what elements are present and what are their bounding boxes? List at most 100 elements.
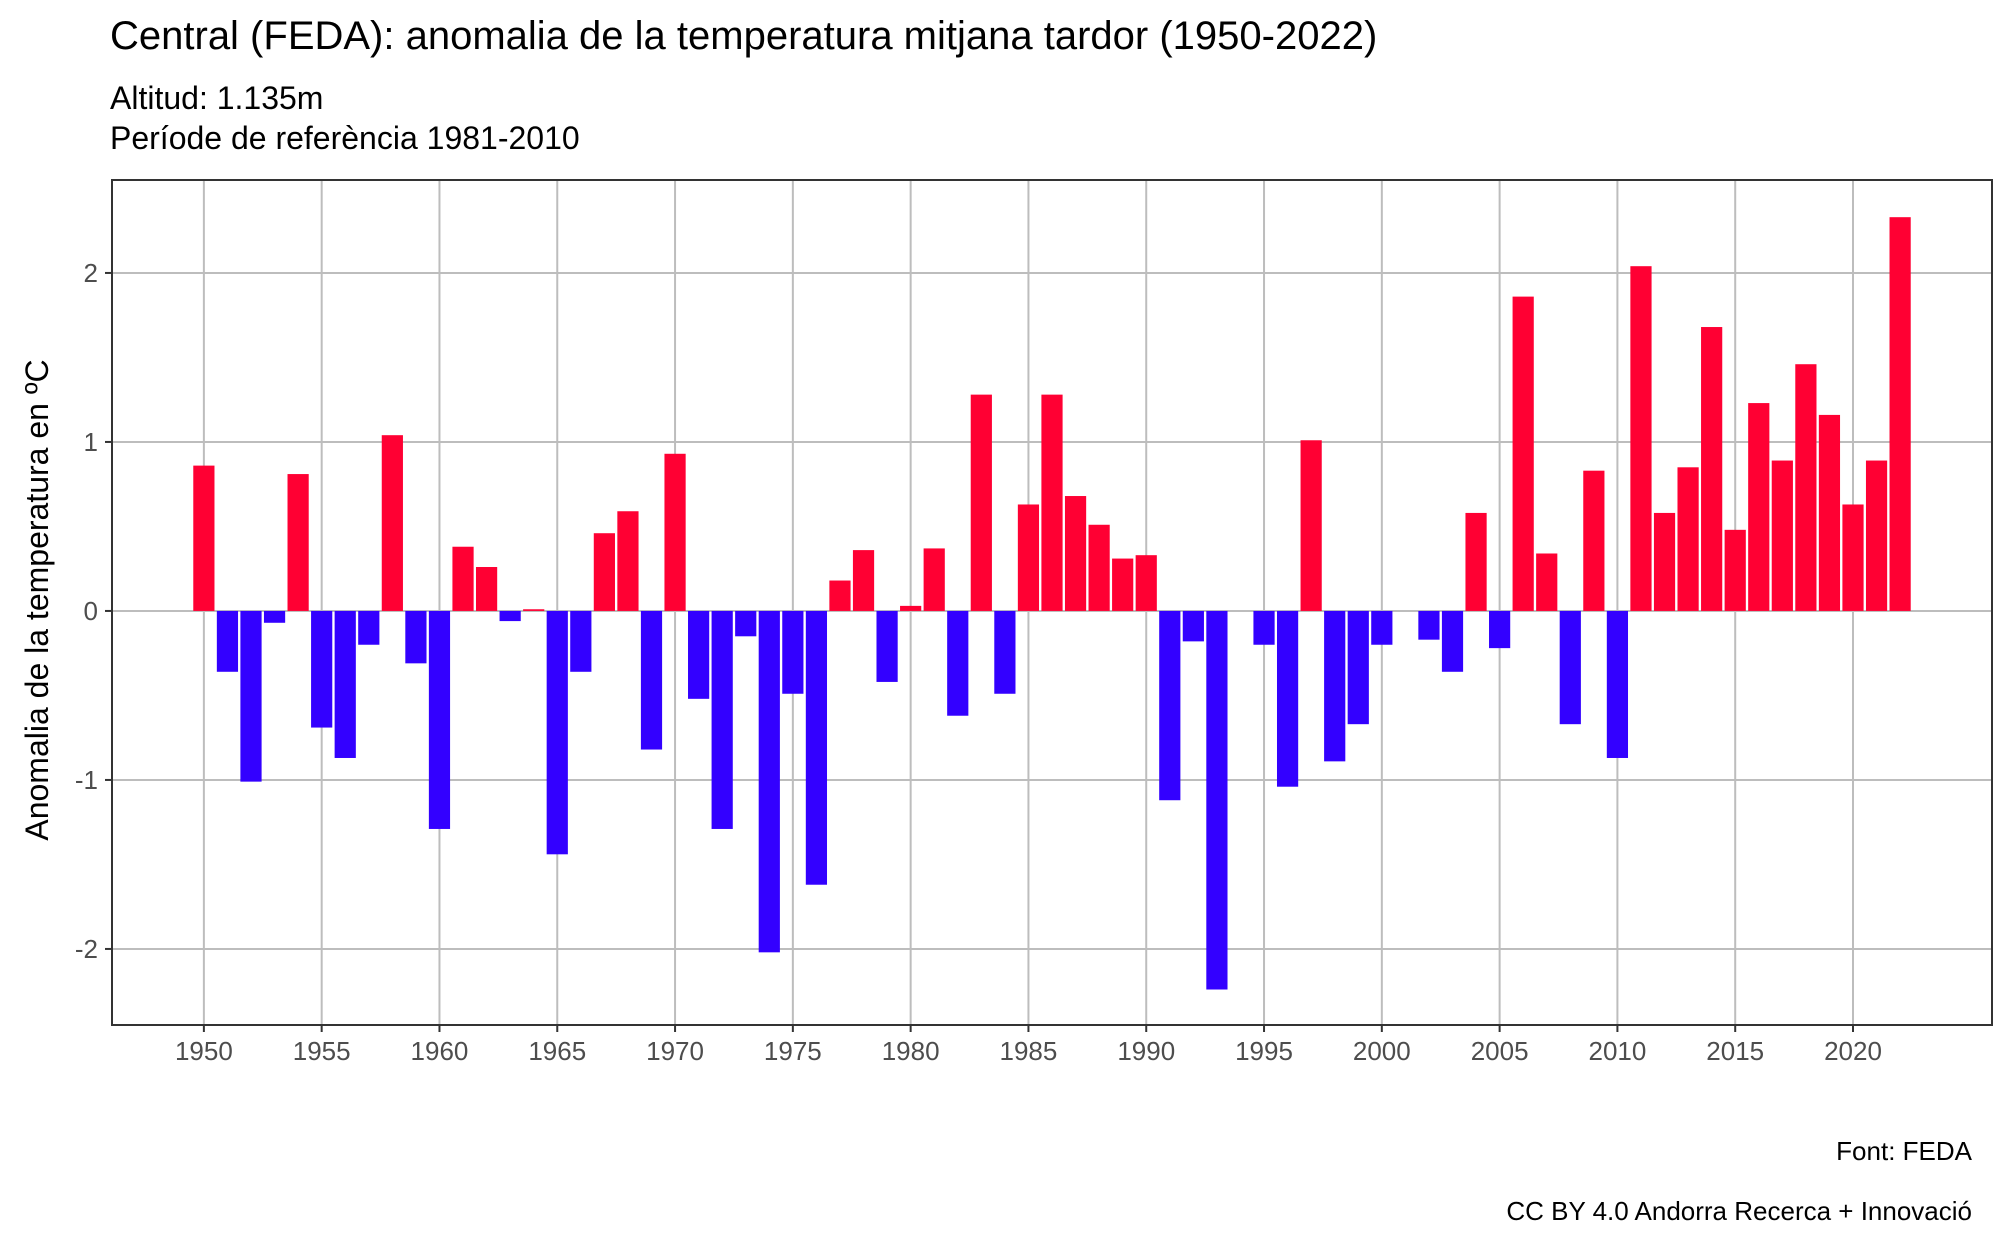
bar-1980	[900, 605, 922, 611]
bar-2009	[1583, 470, 1605, 611]
bar-2021	[1865, 460, 1888, 611]
bar-1983	[970, 394, 992, 611]
bar-1965	[546, 610, 568, 855]
bar-1960	[428, 610, 451, 829]
bar-1997	[1300, 440, 1322, 611]
x-tick-label: 2005	[1471, 1036, 1529, 1066]
bar-1951	[216, 610, 239, 672]
bar-1963	[499, 610, 521, 622]
bar-1957	[358, 610, 380, 645]
bar-1986	[1041, 394, 1063, 611]
chart-title: Central (FEDA): anomalia de la temperatu…	[110, 14, 1378, 58]
bar-1959	[405, 610, 427, 664]
bar-1964	[523, 609, 545, 611]
x-tick-label: 2015	[1706, 1036, 1764, 1066]
bar-1988	[1088, 524, 1110, 611]
chart-subtitle-reference-period: Període de referència 1981-2010	[110, 120, 580, 156]
bar-1990	[1135, 555, 1157, 611]
bar-1998	[1324, 610, 1346, 762]
y-tick-label: 1	[84, 427, 98, 457]
bar-1987	[1064, 496, 1087, 611]
bar-2014	[1701, 327, 1723, 611]
panel-border	[111, 179, 1993, 1026]
bar-2003	[1441, 610, 1464, 672]
bar-1978	[852, 550, 875, 611]
bar-2002	[1418, 610, 1440, 640]
y-tick-label: 0	[84, 596, 98, 626]
bar-2022	[1889, 217, 1911, 611]
y-tick-label: -2	[75, 934, 98, 964]
bar-1977	[829, 580, 851, 611]
bar-1954	[287, 474, 309, 611]
bar-1969	[640, 610, 663, 750]
bar-1996	[1276, 610, 1299, 787]
bar-2006	[1512, 296, 1534, 611]
bar-2017	[1771, 460, 1793, 611]
bar-1958	[381, 435, 403, 611]
bar-1995	[1253, 610, 1275, 645]
bar-1981	[923, 548, 945, 611]
bar-1973	[735, 610, 757, 637]
x-tick-label: 1985	[1000, 1036, 1058, 1066]
x-tick-label: 1975	[764, 1036, 822, 1066]
bar-1971	[688, 610, 710, 699]
bar-2013	[1677, 467, 1699, 611]
bar-1976	[805, 610, 828, 885]
bar-2010	[1606, 610, 1629, 758]
bar-2000	[1371, 610, 1393, 645]
bar-2020	[1842, 504, 1864, 611]
bar-1972	[711, 610, 733, 829]
x-tick-label: 1970	[646, 1036, 704, 1066]
bar-2007	[1536, 553, 1558, 611]
caption-source: Font: FEDA	[1836, 1136, 1972, 1166]
x-tick-label: 1955	[293, 1036, 351, 1066]
bar-2005	[1489, 610, 1511, 649]
bar-2011	[1630, 266, 1652, 611]
axes: -2 -1 0 1 2 1950 1955 1960 1965 1970 1975 1980 1985 1…	[75, 258, 1882, 1066]
x-tick-label: 2020	[1824, 1036, 1882, 1066]
bar-1956	[334, 610, 356, 758]
bar-1984	[994, 610, 1016, 694]
bar-1970	[664, 453, 686, 611]
x-tick-label: 1950	[175, 1036, 233, 1066]
bar-1992	[1182, 610, 1204, 642]
y-axis-title: Anomalia de la temperatura en ºC	[19, 359, 55, 840]
bar-1975	[782, 610, 804, 694]
bar-2016	[1748, 403, 1770, 611]
bar-2004	[1465, 512, 1487, 611]
x-tick-label: 1995	[1235, 1036, 1293, 1066]
bar-1979	[876, 610, 898, 682]
bar-1950	[193, 465, 215, 611]
x-tick-label: 1990	[1117, 1036, 1175, 1066]
bar-1967	[593, 533, 615, 611]
bar-1955	[311, 610, 333, 728]
bar-2019	[1818, 414, 1841, 611]
bar-1991	[1159, 610, 1181, 801]
bar-1985	[1017, 504, 1040, 611]
bar-2012	[1653, 512, 1676, 611]
y-tick-label: -1	[75, 765, 98, 795]
y-tick-label: 2	[84, 258, 98, 288]
x-tick-label: 2010	[1588, 1036, 1646, 1066]
bar-1952	[240, 610, 262, 782]
bar-1993	[1206, 610, 1228, 990]
bar-2008	[1559, 610, 1581, 725]
x-tick-label: 1980	[882, 1036, 940, 1066]
caption-license: CC BY 4.0 Andorra Recerca + Innovació	[1506, 1196, 1972, 1226]
bar-1962	[475, 567, 498, 611]
x-tick-label: 1960	[411, 1036, 469, 1066]
bar-1974	[758, 610, 780, 953]
x-tick-label: 1965	[528, 1036, 586, 1066]
bar-2015	[1724, 529, 1746, 611]
bar-1999	[1347, 610, 1369, 725]
chart-subtitle-altitude: Altitud: 1.135m	[110, 80, 324, 116]
bar-1989	[1112, 558, 1134, 611]
bar-1982	[947, 610, 969, 716]
bar-1966	[570, 610, 592, 672]
bar-1953	[263, 610, 286, 623]
bar-1968	[617, 511, 639, 611]
x-tick-label: 2000	[1353, 1036, 1411, 1066]
bar-1961	[452, 546, 474, 611]
bars	[193, 217, 1911, 990]
